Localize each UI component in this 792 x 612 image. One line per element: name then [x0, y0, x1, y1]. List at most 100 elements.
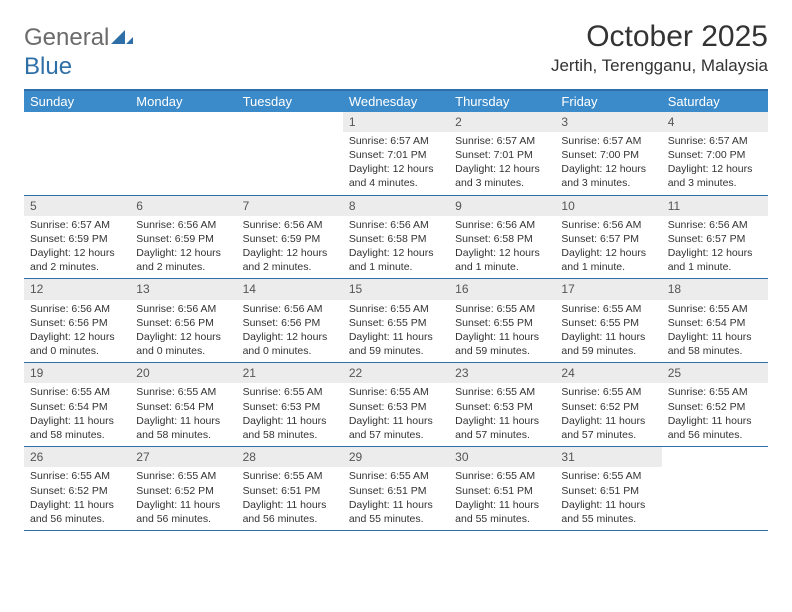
- sunrise-line: Sunrise: 6:55 AM: [349, 469, 443, 483]
- sunset-line: Sunset: 6:59 PM: [136, 232, 230, 246]
- sunrise-line: Sunrise: 6:56 AM: [136, 218, 230, 232]
- day-body: Sunrise: 6:56 AMSunset: 6:56 PMDaylight:…: [24, 300, 130, 363]
- day-number: 29: [343, 447, 449, 467]
- calendar-cell: 22Sunrise: 6:55 AMSunset: 6:53 PMDayligh…: [343, 363, 449, 446]
- day-number: 8: [343, 196, 449, 216]
- day-number: 7: [237, 196, 343, 216]
- sunrise-line: Sunrise: 6:55 AM: [455, 302, 549, 316]
- sunset-line: Sunset: 6:59 PM: [243, 232, 337, 246]
- daylight-line: Daylight: 11 hours and 58 minutes.: [136, 414, 230, 442]
- sunrise-line: Sunrise: 6:55 AM: [455, 385, 549, 399]
- sunset-line: Sunset: 6:59 PM: [30, 232, 124, 246]
- day-number: 6: [130, 196, 236, 216]
- day-body: Sunrise: 6:55 AMSunset: 6:52 PMDaylight:…: [24, 467, 130, 530]
- sunrise-line: Sunrise: 6:55 AM: [668, 385, 762, 399]
- day-number: 21: [237, 363, 343, 383]
- day-body: Sunrise: 6:55 AMSunset: 6:51 PMDaylight:…: [555, 467, 661, 530]
- sunset-line: Sunset: 6:52 PM: [561, 400, 655, 414]
- calendar-cell: 24Sunrise: 6:55 AMSunset: 6:52 PMDayligh…: [555, 363, 661, 446]
- sunset-line: Sunset: 6:57 PM: [561, 232, 655, 246]
- day-body: Sunrise: 6:56 AMSunset: 6:57 PMDaylight:…: [662, 216, 768, 279]
- calendar-week: 5Sunrise: 6:57 AMSunset: 6:59 PMDaylight…: [24, 196, 768, 280]
- sunrise-line: Sunrise: 6:55 AM: [30, 385, 124, 399]
- day-number: 18: [662, 279, 768, 299]
- sunrise-line: Sunrise: 6:55 AM: [243, 385, 337, 399]
- sunset-line: Sunset: 6:54 PM: [668, 316, 762, 330]
- day-body: Sunrise: 6:56 AMSunset: 6:58 PMDaylight:…: [343, 216, 449, 279]
- daylight-line: Daylight: 11 hours and 55 minutes.: [561, 498, 655, 526]
- calendar-cell: 20Sunrise: 6:55 AMSunset: 6:54 PMDayligh…: [130, 363, 236, 446]
- sunrise-line: Sunrise: 6:55 AM: [136, 469, 230, 483]
- brand-text: GeneralBlue: [24, 24, 133, 81]
- day-body: [130, 116, 236, 122]
- calendar-cell: 4Sunrise: 6:57 AMSunset: 7:00 PMDaylight…: [662, 112, 768, 195]
- sunset-line: Sunset: 6:52 PM: [30, 484, 124, 498]
- dayhead-wed: Wednesday: [343, 91, 449, 112]
- day-body: Sunrise: 6:57 AMSunset: 7:01 PMDaylight:…: [449, 132, 555, 195]
- calendar-cell: 25Sunrise: 6:55 AMSunset: 6:52 PMDayligh…: [662, 363, 768, 446]
- daylight-line: Daylight: 11 hours and 58 minutes.: [668, 330, 762, 358]
- daylight-line: Daylight: 11 hours and 57 minutes.: [455, 414, 549, 442]
- brand-blue: Blue: [24, 53, 72, 80]
- calendar-cell: 26Sunrise: 6:55 AMSunset: 6:52 PMDayligh…: [24, 447, 130, 530]
- daylight-line: Daylight: 11 hours and 56 minutes.: [668, 414, 762, 442]
- weekday-header: Sunday Monday Tuesday Wednesday Thursday…: [24, 91, 768, 112]
- sunset-line: Sunset: 7:00 PM: [668, 148, 762, 162]
- day-body: Sunrise: 6:55 AMSunset: 6:55 PMDaylight:…: [555, 300, 661, 363]
- day-number: 28: [237, 447, 343, 467]
- page-header: GeneralBlue October 2025 Jertih, Terengg…: [24, 20, 768, 81]
- calendar-cell: 8Sunrise: 6:56 AMSunset: 6:58 PMDaylight…: [343, 196, 449, 279]
- day-body: Sunrise: 6:56 AMSunset: 6:59 PMDaylight:…: [130, 216, 236, 279]
- daylight-line: Daylight: 12 hours and 1 minute.: [455, 246, 549, 274]
- sunrise-line: Sunrise: 6:56 AM: [455, 218, 549, 232]
- sunset-line: Sunset: 6:54 PM: [30, 400, 124, 414]
- sunrise-line: Sunrise: 6:55 AM: [136, 385, 230, 399]
- day-body: Sunrise: 6:56 AMSunset: 6:56 PMDaylight:…: [237, 300, 343, 363]
- calendar-cell: 14Sunrise: 6:56 AMSunset: 6:56 PMDayligh…: [237, 279, 343, 362]
- daylight-line: Daylight: 12 hours and 3 minutes.: [455, 162, 549, 190]
- day-body: Sunrise: 6:57 AMSunset: 7:00 PMDaylight:…: [662, 132, 768, 195]
- calendar-cell: 21Sunrise: 6:55 AMSunset: 6:53 PMDayligh…: [237, 363, 343, 446]
- daylight-line: Daylight: 12 hours and 1 minute.: [561, 246, 655, 274]
- day-number: 31: [555, 447, 661, 467]
- daylight-line: Daylight: 12 hours and 4 minutes.: [349, 162, 443, 190]
- location-label: Jertih, Terengganu, Malaysia: [551, 56, 768, 76]
- day-number: 10: [555, 196, 661, 216]
- sunrise-line: Sunrise: 6:56 AM: [668, 218, 762, 232]
- day-number: 20: [130, 363, 236, 383]
- day-number: 11: [662, 196, 768, 216]
- calendar-cell: 1Sunrise: 6:57 AMSunset: 7:01 PMDaylight…: [343, 112, 449, 195]
- day-body: Sunrise: 6:57 AMSunset: 7:01 PMDaylight:…: [343, 132, 449, 195]
- calendar-grid: Sunday Monday Tuesday Wednesday Thursday…: [24, 89, 768, 531]
- dayhead-thu: Thursday: [449, 91, 555, 112]
- sunset-line: Sunset: 6:52 PM: [136, 484, 230, 498]
- day-number: 26: [24, 447, 130, 467]
- calendar-week: 19Sunrise: 6:55 AMSunset: 6:54 PMDayligh…: [24, 363, 768, 447]
- day-body: Sunrise: 6:55 AMSunset: 6:55 PMDaylight:…: [343, 300, 449, 363]
- day-number: 30: [449, 447, 555, 467]
- sunset-line: Sunset: 6:53 PM: [243, 400, 337, 414]
- day-number: 3: [555, 112, 661, 132]
- day-body: Sunrise: 6:57 AMSunset: 7:00 PMDaylight:…: [555, 132, 661, 195]
- daylight-line: Daylight: 12 hours and 0 minutes.: [30, 330, 124, 358]
- calendar-cell: 23Sunrise: 6:55 AMSunset: 6:53 PMDayligh…: [449, 363, 555, 446]
- sunrise-line: Sunrise: 6:57 AM: [668, 134, 762, 148]
- sunrise-line: Sunrise: 6:55 AM: [561, 469, 655, 483]
- daylight-line: Daylight: 11 hours and 59 minutes.: [561, 330, 655, 358]
- sunset-line: Sunset: 6:51 PM: [243, 484, 337, 498]
- daylight-line: Daylight: 11 hours and 59 minutes.: [349, 330, 443, 358]
- sunset-line: Sunset: 7:01 PM: [349, 148, 443, 162]
- daylight-line: Daylight: 12 hours and 1 minute.: [668, 246, 762, 274]
- calendar-page: GeneralBlue October 2025 Jertih, Terengg…: [0, 0, 792, 551]
- day-number: 15: [343, 279, 449, 299]
- day-body: Sunrise: 6:55 AMSunset: 6:52 PMDaylight:…: [662, 383, 768, 446]
- calendar-cell: 15Sunrise: 6:55 AMSunset: 6:55 PMDayligh…: [343, 279, 449, 362]
- daylight-line: Daylight: 11 hours and 55 minutes.: [455, 498, 549, 526]
- day-number: 5: [24, 196, 130, 216]
- dayhead-tue: Tuesday: [237, 91, 343, 112]
- daylight-line: Daylight: 11 hours and 59 minutes.: [455, 330, 549, 358]
- day-number: 1: [343, 112, 449, 132]
- daylight-line: Daylight: 12 hours and 3 minutes.: [561, 162, 655, 190]
- calendar-cell: [662, 447, 768, 530]
- day-body: Sunrise: 6:55 AMSunset: 6:54 PMDaylight:…: [24, 383, 130, 446]
